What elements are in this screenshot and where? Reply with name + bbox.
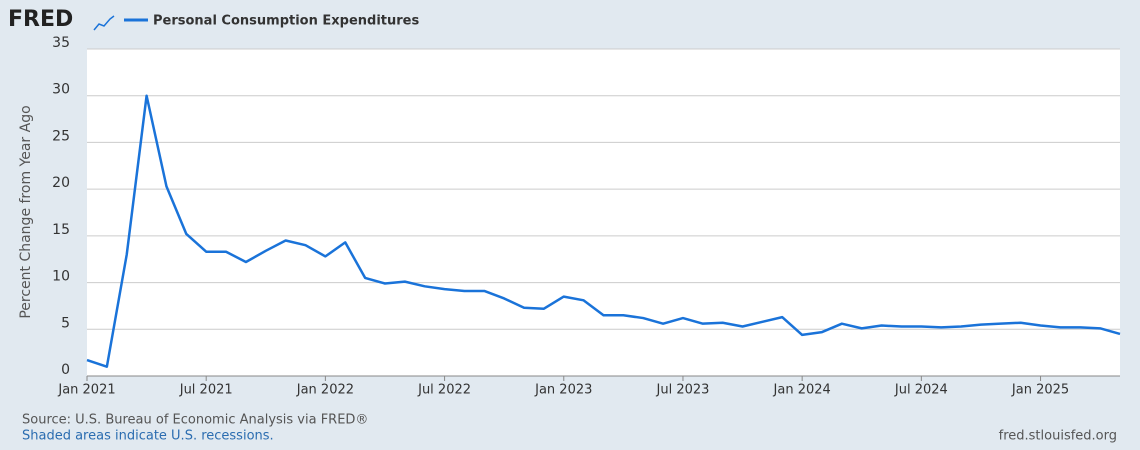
x-tick-label: Jan 2021 <box>57 383 115 398</box>
y-tick-label: 30 <box>52 82 70 98</box>
y-tick-label: 15 <box>52 222 70 238</box>
y-tick-label: 25 <box>52 128 70 144</box>
plot-area <box>87 49 1120 376</box>
recession-note[interactable]: Shaded areas indicate U.S. recessions. <box>22 429 274 444</box>
data-line <box>86 94 1121 368</box>
site-link[interactable]: fred.stlouisfed.org <box>999 429 1117 444</box>
x-tick-label: Jul 2024 <box>894 383 948 398</box>
logo[interactable]: FRED <box>8 7 73 32</box>
x-tick-label: Jan 2025 <box>1011 383 1069 398</box>
x-tick-label: Jan 2024 <box>773 383 831 398</box>
y-axis-label: Percent Change from Year Ago <box>18 105 34 318</box>
y-tick-label: 20 <box>52 175 70 191</box>
x-tick-label: Jan 2022 <box>296 383 354 398</box>
source: Source: U.S. Bureau of Economic Analysis… <box>22 413 368 428</box>
x-tick-label: Jul 2022 <box>417 383 471 398</box>
x-tick-label: Jul 2023 <box>656 383 710 398</box>
y-tick-label: 35 <box>52 35 70 51</box>
y-tick-label: 5 <box>61 315 70 331</box>
y-tick-label: 10 <box>52 269 70 285</box>
x-tick-label: Jan 2023 <box>534 383 592 398</box>
x-tick-label: Jul 2021 <box>179 383 233 398</box>
logo-icon <box>93 15 115 31</box>
y-tick-label: 0 <box>61 362 70 378</box>
legend-label[interactable]: Personal Consumption Expenditures <box>153 14 419 29</box>
